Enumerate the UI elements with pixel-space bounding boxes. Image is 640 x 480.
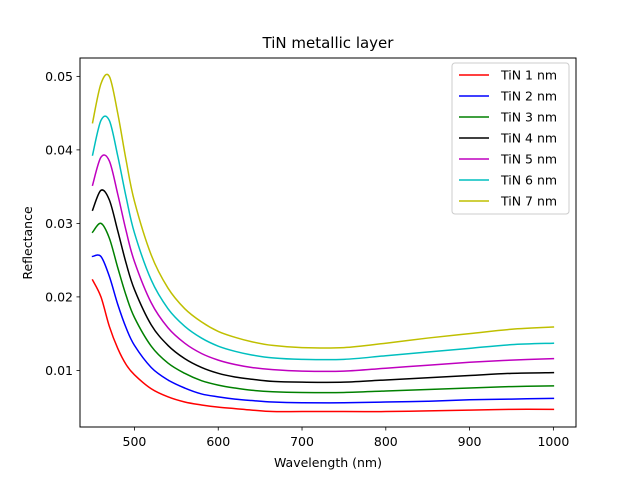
legend-box: [451, 62, 570, 215]
axes-frame: [79, 57, 577, 428]
y-axis-ticks: 0.01 0.02 0.03 0.04 0.05: [45, 69, 80, 378]
series-line-tin-2-nm: [91, 254, 555, 404]
x-tick-label: 600: [206, 434, 230, 449]
y-tick-label: 0.02: [45, 289, 73, 304]
legend: TiN 1 nm TiN 2 nm TiN 3 nm TiN 4 nm TiN 5 nm…: [451, 62, 570, 215]
y-tick-label: 0.01: [45, 363, 73, 378]
x-tick-label: 800: [374, 434, 398, 449]
x-tick-label: 700: [290, 434, 314, 449]
series-line-tin-5-nm: [91, 154, 555, 373]
plot-area: [91, 73, 555, 413]
y-tick-label: 0.05: [45, 69, 73, 84]
x-tick-label: 900: [458, 434, 482, 449]
legend-label-tin-4-nm: TiN 4 nm: [500, 131, 557, 146]
legend-label-tin-5-nm: TiN 5 nm: [500, 152, 557, 167]
y-axis-label: Reflectance: [20, 206, 35, 280]
legend-label-tin-1-nm: TiN 1 nm: [500, 68, 557, 83]
legend-label-tin-6-nm: TiN 6 nm: [500, 173, 557, 188]
legend-label-tin-2-nm: TiN 2 nm: [500, 89, 557, 104]
x-tick-label: 1000: [537, 434, 569, 449]
series-line-tin-7-nm: [91, 73, 555, 349]
chart-title: TiN metallic layer: [262, 34, 395, 52]
series-line-tin-6-nm: [91, 115, 555, 361]
x-axis-ticks: 500 600 700 800 900 1000: [123, 427, 569, 449]
y-tick-label: 0.04: [45, 142, 73, 157]
legend-label-tin-7-nm: TiN 7 nm: [500, 194, 557, 209]
y-tick-label: 0.03: [45, 216, 73, 231]
series-line-tin-1-nm: [91, 278, 555, 413]
x-axis-label: Wavelength (nm): [274, 455, 382, 470]
series-line-tin-4-nm: [91, 189, 555, 384]
series-line-tin-3-nm: [91, 222, 555, 394]
legend-label-tin-3-nm: TiN 3 nm: [500, 110, 557, 125]
x-tick-label: 500: [123, 434, 147, 449]
